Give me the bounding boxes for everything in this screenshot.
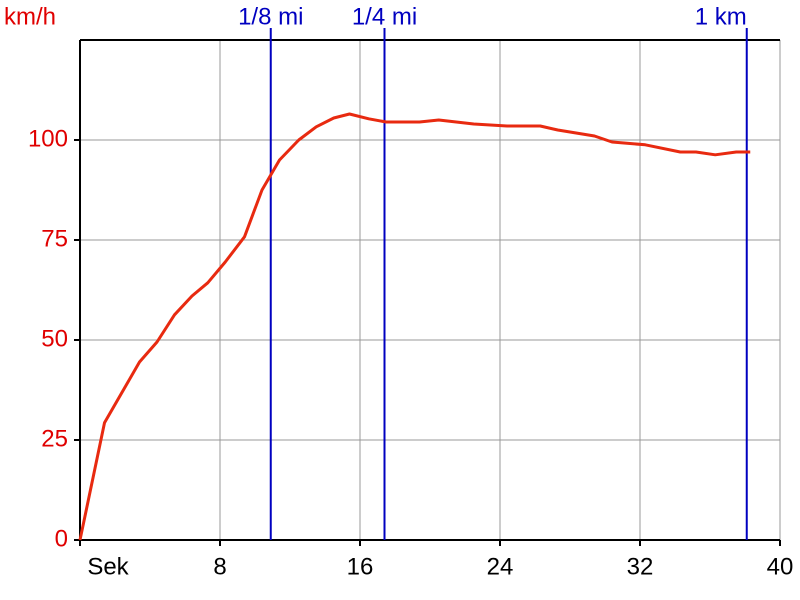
y-axis-label: km/h [4,3,56,30]
distance-marker-label: 1/8 mi [238,3,303,30]
y-tick-label: 50 [41,325,68,352]
y-tick-label: 0 [55,525,68,552]
y-tick-label: 25 [41,425,68,452]
x-tick-label: 40 [767,553,794,580]
y-tick-label: 75 [41,225,68,252]
x-tick-label: 16 [347,553,374,580]
distance-marker-label: 1 km [695,3,747,30]
x-tick-label: 24 [487,553,514,580]
x-tick-label: 32 [627,553,654,580]
plot-frame [79,39,780,541]
x-tick-label: Sek [87,553,129,580]
x-tick-label: 8 [213,553,226,580]
y-tick-label: 100 [28,125,68,152]
speed-line [78,112,751,541]
distance-marker-label: 1/4 mi [352,3,417,30]
